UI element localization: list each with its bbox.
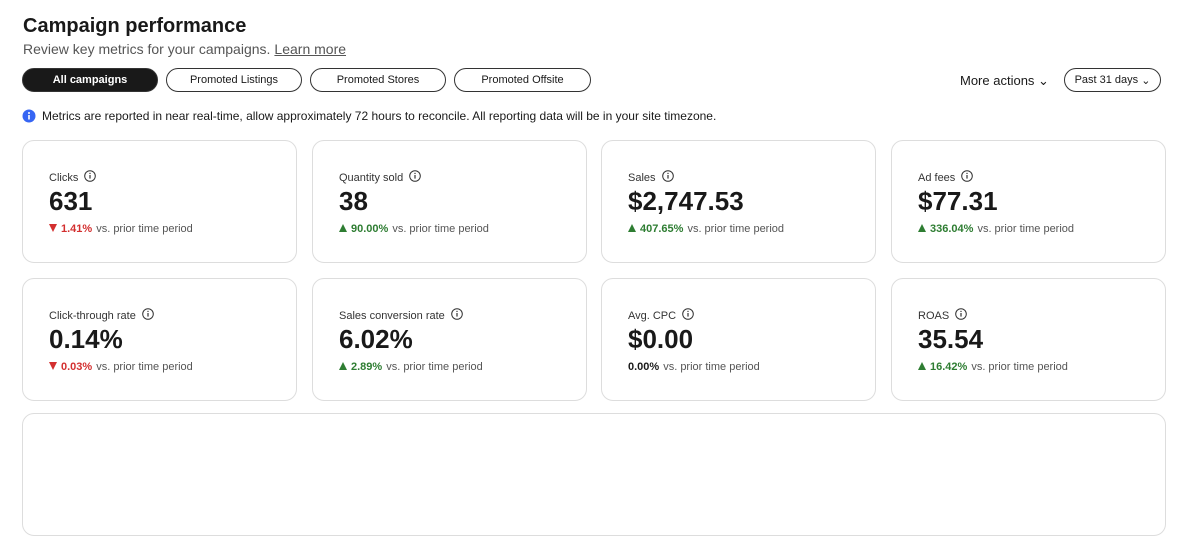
metric-value: 6.02% — [339, 324, 413, 354]
subtitle-text: Review key metrics for your campaigns. — [23, 41, 271, 57]
tab[interactable]: Promoted Listings — [166, 68, 302, 92]
metric-label-row: Sales conversion rate — [339, 308, 463, 323]
metric-label-row: Quantity sold — [339, 170, 422, 185]
tab[interactable]: All campaigns — [22, 68, 158, 92]
metric-label: Sales conversion rate — [339, 309, 445, 322]
change-value: 2.89% — [351, 361, 383, 373]
metric-value: 38 — [339, 186, 368, 216]
comparison: vs. prior time period — [96, 361, 193, 373]
metric-change: 90.00% vs. prior time period — [339, 223, 489, 235]
metric-change: 1.41% vs. prior time period — [49, 223, 193, 235]
trend-arrow — [918, 223, 926, 235]
trend-arrow — [918, 361, 926, 373]
comparison: vs. prior time period — [386, 361, 483, 373]
metric-label: Avg. CPC — [628, 309, 677, 322]
change-value: 407.65% — [640, 223, 684, 235]
learn-more-link[interactable]: Learn more — [274, 41, 347, 57]
metric-card: Click-through rate 0.14% 0.03% vs. prior ti… — [22, 278, 297, 401]
comparison: vs. prior time period — [663, 361, 760, 373]
metric-value: $2,747.53 — [628, 186, 744, 216]
metric-label-row: Sales — [628, 170, 674, 185]
period-select[interactable]: Past 31 days ⌄ — [1064, 68, 1161, 92]
trend-arrow — [339, 361, 347, 373]
metric-label: Ad fees — [918, 171, 956, 184]
metric-label: Quantity sold — [339, 171, 404, 184]
metric-label-row: ROAS — [918, 308, 967, 323]
metric-label: Clicks — [49, 171, 79, 184]
info-icon[interactable] — [682, 308, 694, 323]
notice: Metrics are reported in near real-time, … — [42, 109, 717, 123]
page: Campaign performance Review key metrics … — [22, 15, 1166, 536]
period-label: Past 31 days — [1074, 74, 1139, 86]
change-value: 0.00% — [628, 361, 660, 373]
subtitle: Review key metrics for your campaigns. Le… — [23, 41, 346, 57]
info-icon[interactable] — [661, 170, 674, 185]
change-value: 16.42% — [930, 361, 968, 373]
page-title: Campaign performance — [23, 15, 247, 37]
change-value: 0.03% — [61, 361, 93, 373]
metric-label-row: Click-through rate — [49, 308, 154, 323]
comparison: vs. prior time period — [687, 223, 785, 235]
info-icon — [22, 109, 36, 123]
metric-value: 0.14% — [49, 324, 123, 354]
info-icon[interactable] — [84, 170, 97, 185]
metric-change: 407.65% vs. prior time period — [628, 223, 784, 235]
tab[interactable]: Promoted Stores — [310, 68, 446, 92]
metric-label: Sales — [628, 171, 656, 184]
metric-label: Click-through rate — [49, 309, 136, 322]
metric-value: 35.54 — [918, 324, 984, 354]
card-partial — [22, 413, 1166, 536]
change-value: 336.04% — [930, 223, 974, 235]
comparison: vs. prior time period — [971, 361, 1068, 373]
metric-label-row: Ad fees — [918, 170, 974, 185]
info-icon[interactable] — [142, 308, 154, 323]
metric-change: 0.00% vs. prior time period — [628, 361, 760, 373]
comparison: vs. prior time period — [96, 223, 193, 235]
metric-card: ROAS 35.54 16.42% vs. prior time period — [891, 278, 1166, 401]
metric-label-row: Clicks — [49, 170, 97, 185]
metric-change: 16.42% vs. prior time period — [918, 361, 1068, 373]
info-icon[interactable] — [961, 170, 974, 185]
metric-card: Avg. CPC $0.00 0.00% vs. prior time period — [601, 278, 876, 401]
trend-arrow — [49, 223, 57, 235]
metric-label: ROAS — [918, 309, 950, 322]
metric-value: $0.00 — [628, 324, 694, 354]
metric-card: Sales $2,747.53 407.65% vs. prior time peri… — [601, 140, 876, 263]
trend-arrow — [339, 223, 347, 235]
metric-value: 631 — [49, 186, 93, 216]
metric-card: Clicks 631 1.41% vs. prior time period — [22, 140, 297, 263]
comparison: vs. prior time period — [977, 223, 1075, 235]
metric-change: 0.03% vs. prior time period — [49, 361, 193, 373]
more-actions[interactable]: More actions ⌄ — [960, 73, 1049, 88]
metric-value: $77.31 — [918, 186, 998, 216]
tab[interactable]: Promoted Offsite — [454, 68, 591, 92]
trend-arrow — [628, 223, 636, 235]
change-value: 90.00% — [351, 223, 389, 235]
comparison: vs. prior time period — [392, 223, 489, 235]
metric-card: Ad fees $77.31 336.04% vs. prior time perio… — [891, 140, 1166, 263]
trend-arrow — [49, 361, 57, 373]
metric-card: Sales conversion rate 6.02% 2.89% vs. prior… — [312, 278, 587, 401]
metric-card: Quantity sold 38 90.00% vs. prior time peri… — [312, 140, 587, 263]
more-actions-label: More actions — [960, 73, 1035, 88]
change-value: 1.41% — [61, 223, 93, 235]
info-icon[interactable] — [955, 308, 967, 323]
metric-change: 336.04% vs. prior time period — [918, 223, 1074, 235]
info-icon[interactable] — [450, 308, 463, 323]
metric-label-row: Avg. CPC — [628, 308, 694, 323]
info-icon[interactable] — [409, 170, 422, 185]
metric-change: 2.89% vs. prior time period — [339, 361, 483, 373]
